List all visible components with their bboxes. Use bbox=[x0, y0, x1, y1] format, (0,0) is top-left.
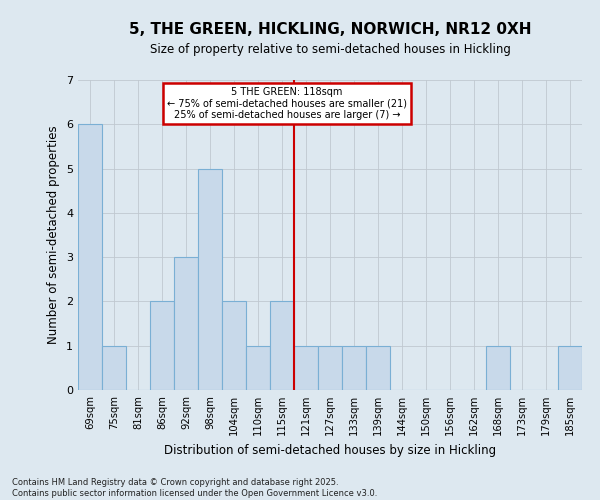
Bar bbox=[366, 346, 390, 390]
Bar bbox=[342, 346, 366, 390]
X-axis label: Distribution of semi-detached houses by size in Hickling: Distribution of semi-detached houses by … bbox=[164, 444, 496, 456]
Bar bbox=[150, 302, 174, 390]
Bar bbox=[558, 346, 582, 390]
Text: 5 THE GREEN: 118sqm
← 75% of semi-detached houses are smaller (21)
25% of semi-d: 5 THE GREEN: 118sqm ← 75% of semi-detach… bbox=[167, 86, 407, 120]
Text: Size of property relative to semi-detached houses in Hickling: Size of property relative to semi-detach… bbox=[149, 42, 511, 56]
Text: Contains HM Land Registry data © Crown copyright and database right 2025.
Contai: Contains HM Land Registry data © Crown c… bbox=[12, 478, 377, 498]
Bar bbox=[102, 346, 126, 390]
Text: 5, THE GREEN, HICKLING, NORWICH, NR12 0XH: 5, THE GREEN, HICKLING, NORWICH, NR12 0X… bbox=[129, 22, 531, 38]
Bar bbox=[246, 346, 270, 390]
Bar bbox=[222, 302, 246, 390]
Bar bbox=[78, 124, 102, 390]
Bar bbox=[486, 346, 510, 390]
Bar bbox=[174, 257, 198, 390]
Bar bbox=[198, 168, 222, 390]
Bar bbox=[318, 346, 342, 390]
Bar bbox=[270, 302, 294, 390]
Y-axis label: Number of semi-detached properties: Number of semi-detached properties bbox=[47, 126, 61, 344]
Bar bbox=[294, 346, 318, 390]
